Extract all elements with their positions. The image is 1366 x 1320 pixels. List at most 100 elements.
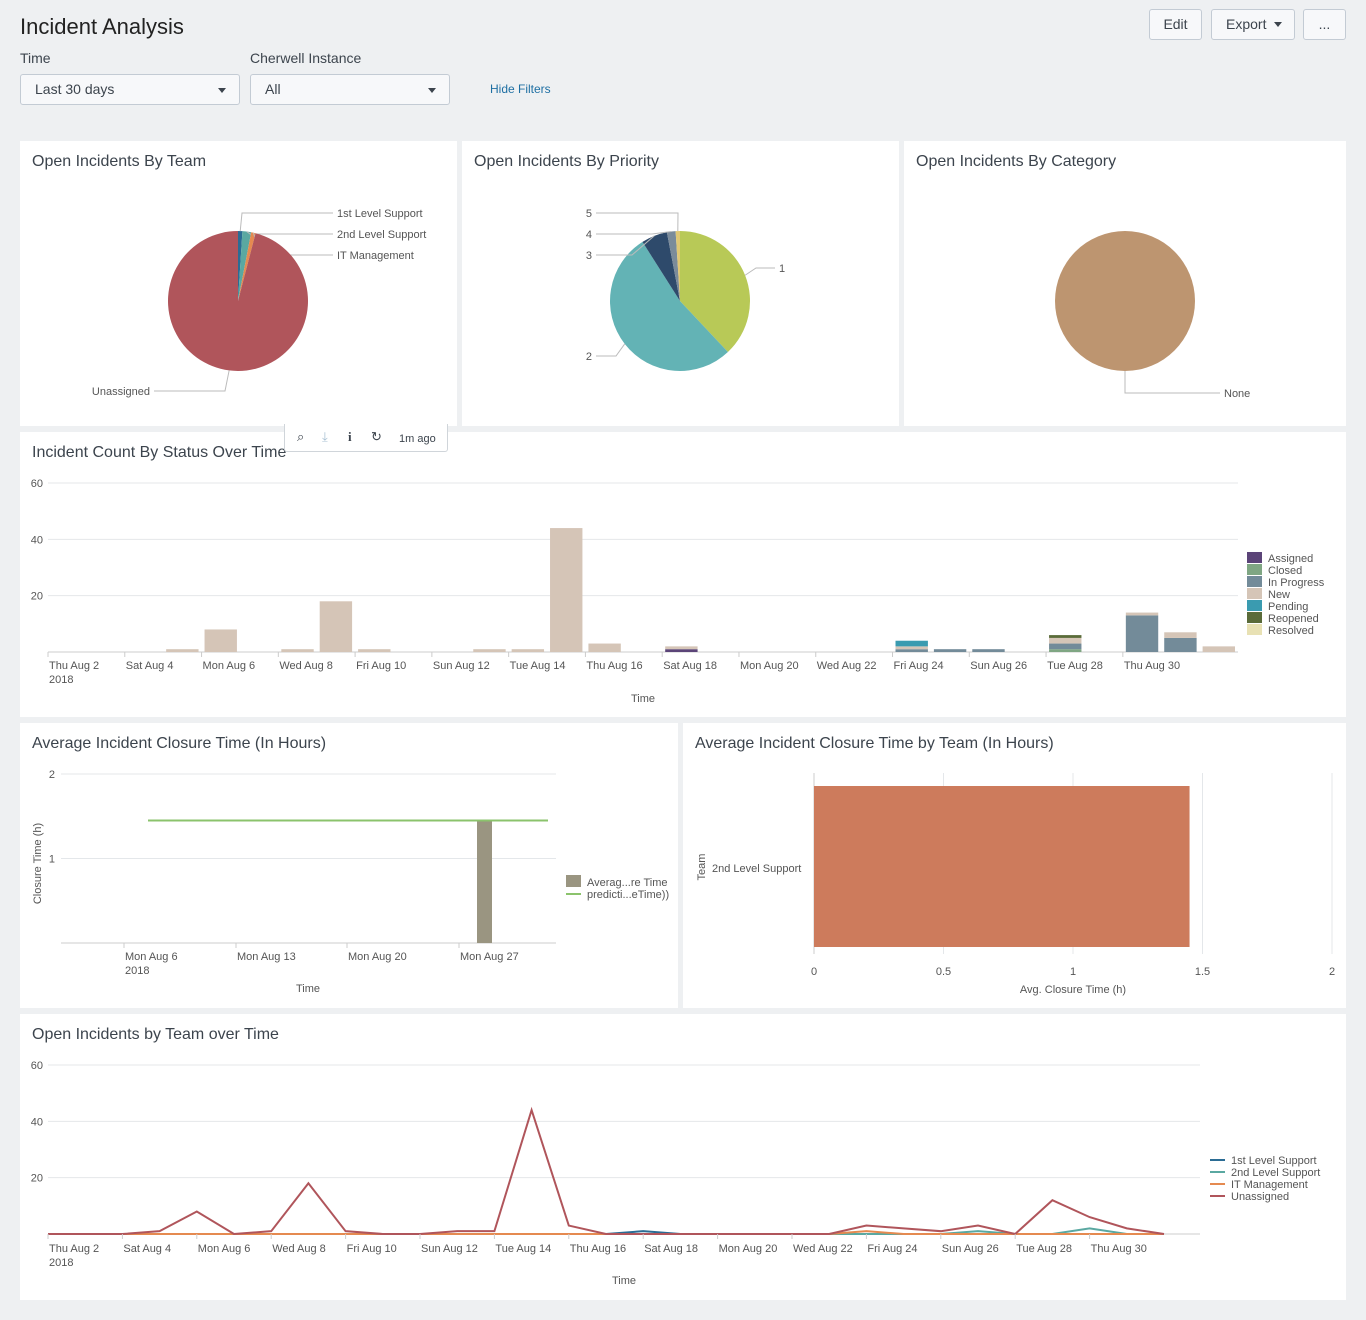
export-button[interactable]: Export bbox=[1211, 9, 1295, 40]
x-tick-label: 0.5 bbox=[936, 966, 951, 978]
bar-segment bbox=[358, 649, 391, 652]
bar-segment bbox=[1049, 649, 1082, 652]
panel-avg-closure: Average Incident Closure Time (In Hours)… bbox=[20, 723, 678, 1008]
bar-segment bbox=[319, 601, 353, 652]
y-tick-label: 60 bbox=[31, 1060, 43, 1072]
bar-segment bbox=[1125, 615, 1159, 652]
pie-label: None bbox=[1224, 388, 1250, 400]
chevron-down-icon bbox=[428, 88, 436, 93]
panel-open-by-category: Open Incidents By Category None bbox=[904, 141, 1346, 426]
pie-slice bbox=[238, 231, 243, 301]
legend-swatch bbox=[1247, 624, 1262, 635]
pie-leader-line bbox=[596, 235, 655, 256]
panel-toolbar: ⌕ ⤓ i ↻ 1m ago bbox=[284, 424, 448, 452]
x-tick-label: Tue Aug 14 bbox=[510, 660, 566, 672]
legend-swatch bbox=[1247, 600, 1262, 611]
x-tick-label: Sat Aug 18 bbox=[644, 1243, 698, 1255]
bar-segment bbox=[511, 649, 545, 652]
x-tick-label: Mon Aug 20 bbox=[719, 1243, 778, 1255]
x-axis-title: Time bbox=[631, 693, 655, 705]
x-tick-label: Fri Aug 10 bbox=[347, 1243, 397, 1255]
bar-segment bbox=[1049, 635, 1082, 638]
bar-segment bbox=[1125, 612, 1159, 616]
pie-label: 4 bbox=[586, 229, 592, 241]
x-tick-label: Mon Aug 20 bbox=[348, 951, 407, 963]
x-tick-label: Fri Aug 24 bbox=[894, 660, 944, 672]
panel-closure-by-team: Average Incident Closure Time by Team (I… bbox=[683, 723, 1346, 1008]
refresh-icon[interactable]: ↻ bbox=[371, 429, 382, 444]
x-axis-title: Time bbox=[612, 1275, 636, 1287]
panel-title: Average Incident Closure Time (In Hours) bbox=[32, 735, 327, 752]
export-label: Export bbox=[1226, 16, 1267, 32]
bar-segment bbox=[972, 649, 1005, 652]
bar bbox=[477, 820, 492, 943]
instance-filter-value: All bbox=[265, 81, 281, 97]
info-icon[interactable]: i bbox=[348, 429, 352, 444]
pie-slice bbox=[238, 231, 252, 301]
y-axis-title: Closure Time (h) bbox=[32, 823, 44, 904]
more-actions-button[interactable]: ... bbox=[1303, 9, 1346, 40]
x-tick-label: Thu Aug 30 bbox=[1124, 660, 1180, 672]
time-filter-value: Last 30 days bbox=[35, 81, 115, 97]
x-tick-label: Thu Aug 16 bbox=[570, 1243, 626, 1255]
x-tick-label: Tue Aug 28 bbox=[1016, 1243, 1072, 1255]
x-tick-label: Mon Aug 6 bbox=[203, 660, 256, 672]
pie-leader-line bbox=[154, 370, 230, 392]
pie-slice bbox=[1055, 231, 1195, 371]
x-year-label: 2018 bbox=[49, 674, 73, 686]
x-tick-label: Fri Aug 24 bbox=[867, 1243, 917, 1255]
legend-label: Assigned bbox=[1268, 553, 1313, 565]
pie-leader-line bbox=[239, 212, 333, 232]
pie-slice bbox=[238, 232, 256, 301]
bar-segment bbox=[473, 649, 506, 652]
pie-chart-priority: 1 2 3 4 5 bbox=[586, 208, 785, 372]
x-tick-label: Sun Aug 26 bbox=[970, 660, 1027, 672]
legend-label: Reopened bbox=[1268, 613, 1319, 625]
bar-segment bbox=[1049, 637, 1082, 644]
bar-segment bbox=[895, 649, 928, 652]
edit-button[interactable]: Edit bbox=[1149, 9, 1202, 40]
panel-open-by-team: Open Incidents By Team 1st Level Support… bbox=[20, 141, 457, 426]
x-year-label: 2018 bbox=[125, 965, 149, 977]
y-tick-label: 2 bbox=[49, 769, 55, 781]
x-tick-label: Wed Aug 8 bbox=[272, 1243, 326, 1255]
search-icon[interactable]: ⌕ bbox=[297, 429, 305, 444]
x-tick-label: Wed Aug 22 bbox=[817, 660, 877, 672]
bar bbox=[814, 786, 1190, 947]
pie-slice bbox=[610, 241, 728, 372]
instance-filter-select[interactable]: All bbox=[250, 74, 450, 105]
bar-segment bbox=[166, 649, 199, 652]
hide-filters-link[interactable]: Hide Filters bbox=[490, 82, 551, 96]
instance-filter-label: Cherwell Instance bbox=[250, 50, 362, 66]
x-tick-label: Wed Aug 22 bbox=[793, 1243, 853, 1255]
panel-title: Open Incidents by Team over Time bbox=[32, 1026, 279, 1043]
bar-segment bbox=[895, 640, 928, 647]
pie-leader-line bbox=[596, 343, 626, 357]
pie-slice bbox=[675, 231, 680, 301]
x-tick-label: Thu Aug 2 bbox=[49, 1243, 99, 1255]
pie-chart-team: 1st Level Support 2nd Level Support IT Man… bbox=[92, 208, 426, 398]
pie-leader-line bbox=[246, 231, 333, 235]
time-filter-select[interactable]: Last 30 days bbox=[20, 74, 240, 105]
x-tick-label: Sun Aug 12 bbox=[433, 660, 490, 672]
legend-label: Closed bbox=[1268, 565, 1302, 577]
pie-leader-line bbox=[744, 267, 775, 276]
x-tick-label: 1 bbox=[1070, 966, 1076, 978]
pie-leader-line bbox=[596, 212, 679, 232]
y-tick-label: 1 bbox=[49, 854, 55, 866]
bar-segment bbox=[588, 643, 621, 652]
x-tick-label: Mon Aug 13 bbox=[237, 951, 296, 963]
bar-segment bbox=[204, 629, 237, 652]
page-title: Incident Analysis bbox=[20, 14, 184, 39]
panel-title: Open Incidents By Priority bbox=[474, 153, 659, 170]
x-tick-label: Sun Aug 26 bbox=[942, 1243, 999, 1255]
bar-segment bbox=[665, 649, 698, 652]
legend-label: predicti...eTime)) bbox=[587, 889, 669, 901]
download-icon[interactable]: ⤓ bbox=[322, 429, 328, 444]
x-tick-label: Sat Aug 18 bbox=[663, 660, 717, 672]
x-tick-label: Mon Aug 6 bbox=[125, 951, 178, 963]
y-tick-label: 40 bbox=[31, 534, 43, 546]
x-tick-label: Sun Aug 12 bbox=[421, 1243, 478, 1255]
x-tick-label: 2 bbox=[1329, 966, 1335, 978]
